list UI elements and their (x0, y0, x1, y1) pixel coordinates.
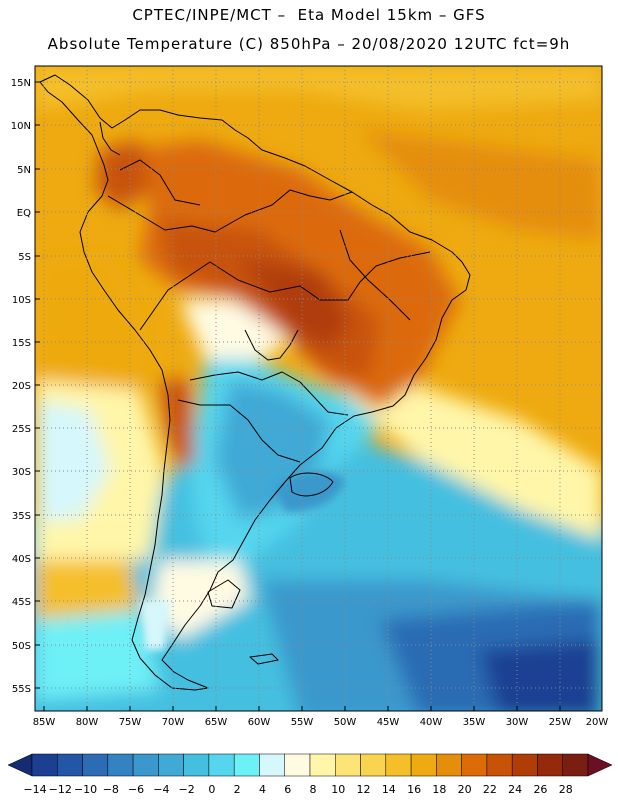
colorbar-box (82, 753, 109, 777)
colorbar-label: 24 (508, 783, 522, 796)
colorbar-label: 2 (234, 783, 241, 796)
lon-label: 75W (119, 717, 142, 728)
colorbar-box (562, 753, 589, 777)
map-subtitle: Absolute Temperature (C) 850hPa – 20/08/… (47, 35, 571, 53)
colorbar-box (486, 753, 513, 777)
colorbar-box (461, 753, 488, 777)
colorbar-label: 18 (432, 783, 446, 796)
lat-label: 40S (12, 554, 31, 565)
lon-label: 30W (506, 717, 529, 728)
latitude-labels: 15N 10N 5N EQ 5S 10S 15S 20S 25S 30S 35S… (11, 78, 31, 695)
colorbar-label: −6 (128, 783, 144, 796)
colorbar-box (436, 753, 462, 777)
lat-label: 55S (12, 684, 31, 695)
colorbar-label: 26 (533, 783, 547, 796)
temperature-field (35, 66, 602, 711)
colorbar-labels: −14 −12 −10 −8 −6 −4 −2 0 2 4 6 8 10 12 14 16 18 20 22 24 26… (23, 783, 572, 796)
colorbar-label: 10 (331, 783, 345, 796)
lon-label: 40W (420, 717, 443, 728)
color-scale-bar: −14 −12 −10 −8 −6 −4 −2 0 2 4 6 8 10 12 14 16 18 20 22 24 26… (7, 753, 613, 796)
lon-label: 25W (549, 717, 572, 728)
colorbar-boxes (31, 753, 589, 777)
colorbar-label: 12 (357, 783, 371, 796)
map-title: CPTEC/INPE/MCT – Eta Model 15km – GFS (132, 6, 486, 24)
colorbar-box (284, 753, 311, 777)
colorbar-over-arrow (587, 753, 613, 777)
colorbar-box (335, 753, 361, 777)
lat-label: 50S (12, 641, 31, 652)
colorbar-box (259, 753, 285, 777)
lat-label: 5S (18, 252, 31, 263)
lon-label: 50W (334, 717, 357, 728)
lat-label: 5N (17, 165, 31, 176)
lon-label: 65W (205, 717, 228, 728)
temperature-map: 15N 10N 5N EQ 5S 10S 15S 20S 25S 30S 35S… (11, 65, 609, 728)
axis-ticks (35, 81, 561, 711)
colorbar-box (158, 753, 184, 777)
colorbar-label: 14 (382, 783, 396, 796)
lat-label: 35S (12, 511, 31, 522)
lat-label: 10S (12, 295, 31, 306)
colorbar-label: 16 (407, 783, 421, 796)
colorbar-box (537, 753, 563, 777)
lat-label: 15S (12, 338, 31, 349)
colorbar-label: 8 (310, 783, 317, 796)
colorbar-label: −12 (49, 783, 72, 796)
colorbar-box (132, 753, 159, 777)
colorbar-box (208, 753, 235, 777)
colorbar-label: 0 (208, 783, 215, 796)
colorbar-label: −14 (23, 783, 46, 796)
colorbar-box (360, 753, 387, 777)
lon-label: 20W (586, 717, 609, 728)
colorbar-label: −8 (103, 783, 119, 796)
colorbar-label: 4 (259, 783, 266, 796)
map-frame (34, 65, 603, 712)
colorbar-box (31, 753, 58, 777)
lat-label: 20S (12, 381, 31, 392)
colorbar-box (410, 753, 437, 777)
lon-label: 45W (377, 717, 400, 728)
colorbar-box (511, 753, 538, 777)
lon-label: 70W (162, 717, 185, 728)
lon-label: 35W (463, 717, 486, 728)
lon-label: 85W (33, 717, 56, 728)
colorbar-box (107, 753, 134, 777)
colorbar-under-arrow (7, 753, 33, 777)
colorbar-label: 22 (483, 783, 497, 796)
colorbar-box (385, 753, 412, 777)
colorbar-box (309, 753, 336, 777)
lat-label: 10N (11, 121, 31, 132)
lon-label: 60W (248, 717, 271, 728)
lat-label: EQ (17, 208, 31, 219)
colorbar-box (183, 753, 210, 777)
colorbar-box (233, 753, 260, 777)
lat-label: 45S (12, 597, 31, 608)
colorbar-label: 6 (284, 783, 291, 796)
lon-label: 80W (76, 717, 99, 728)
colorbar-label: −2 (179, 783, 195, 796)
lat-label: 30S (12, 467, 31, 478)
colorbar-box (57, 753, 83, 777)
graticule (35, 66, 602, 711)
colorbar-label: −4 (153, 783, 169, 796)
lat-label: 15N (11, 78, 31, 89)
longitude-labels: 85W 80W 75W 70W 65W 60W 55W 50W 45W 40W … (33, 717, 609, 728)
coastlines (39, 74, 471, 691)
colorbar-label: −10 (74, 783, 97, 796)
lon-label: 55W (291, 717, 314, 728)
lat-label: 25S (12, 424, 31, 435)
colorbar-label: 20 (458, 783, 472, 796)
colorbar-label: 28 (559, 783, 573, 796)
